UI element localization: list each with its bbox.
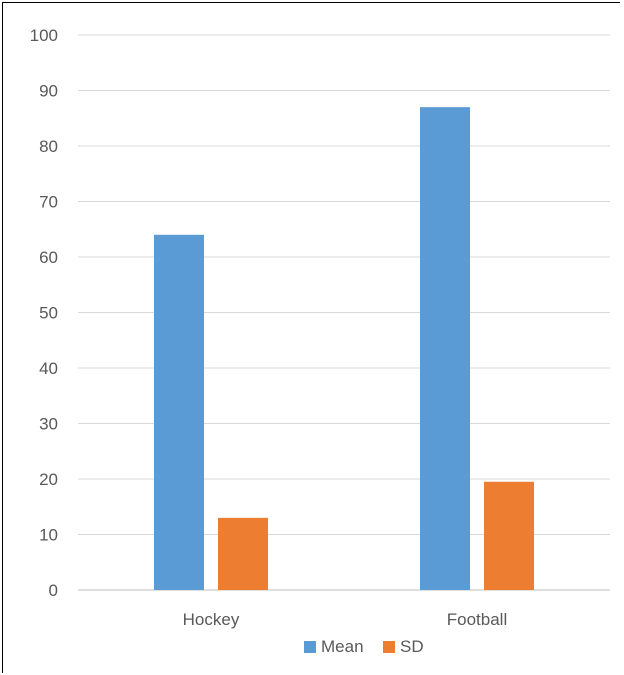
bars (154, 107, 534, 591)
y-tick-label: 100 (30, 26, 58, 45)
bar-sd-football (484, 481, 534, 590)
x-axis: Hockey Football (183, 610, 508, 629)
y-tick-label: 0 (49, 581, 58, 600)
x-category-label: Hockey (183, 610, 240, 629)
bar-mean-football (420, 107, 470, 591)
y-tick-label: 60 (39, 248, 58, 267)
legend-label-sd: SD (400, 637, 424, 656)
y-tick-label: 50 (39, 304, 58, 323)
bar-sd-hockey (218, 517, 268, 590)
y-tick-label: 80 (39, 137, 58, 156)
y-tick-label: 30 (39, 415, 58, 434)
legend-label-mean: Mean (321, 637, 364, 656)
y-tick-label: 20 (39, 470, 58, 489)
legend-swatch-mean (304, 641, 316, 653)
y-tick-label: 40 (39, 359, 58, 378)
legend-swatch-sd (383, 641, 395, 653)
bar-mean-hockey (154, 234, 204, 591)
y-tick-label: 10 (39, 526, 58, 545)
legend: Mean SD (304, 637, 424, 656)
y-tick-label: 90 (39, 82, 58, 101)
y-tick-label: 70 (39, 193, 58, 212)
y-axis-ticks: 0 10 20 30 40 50 60 70 80 90 100 (30, 26, 58, 600)
x-category-label: Football (447, 610, 507, 629)
